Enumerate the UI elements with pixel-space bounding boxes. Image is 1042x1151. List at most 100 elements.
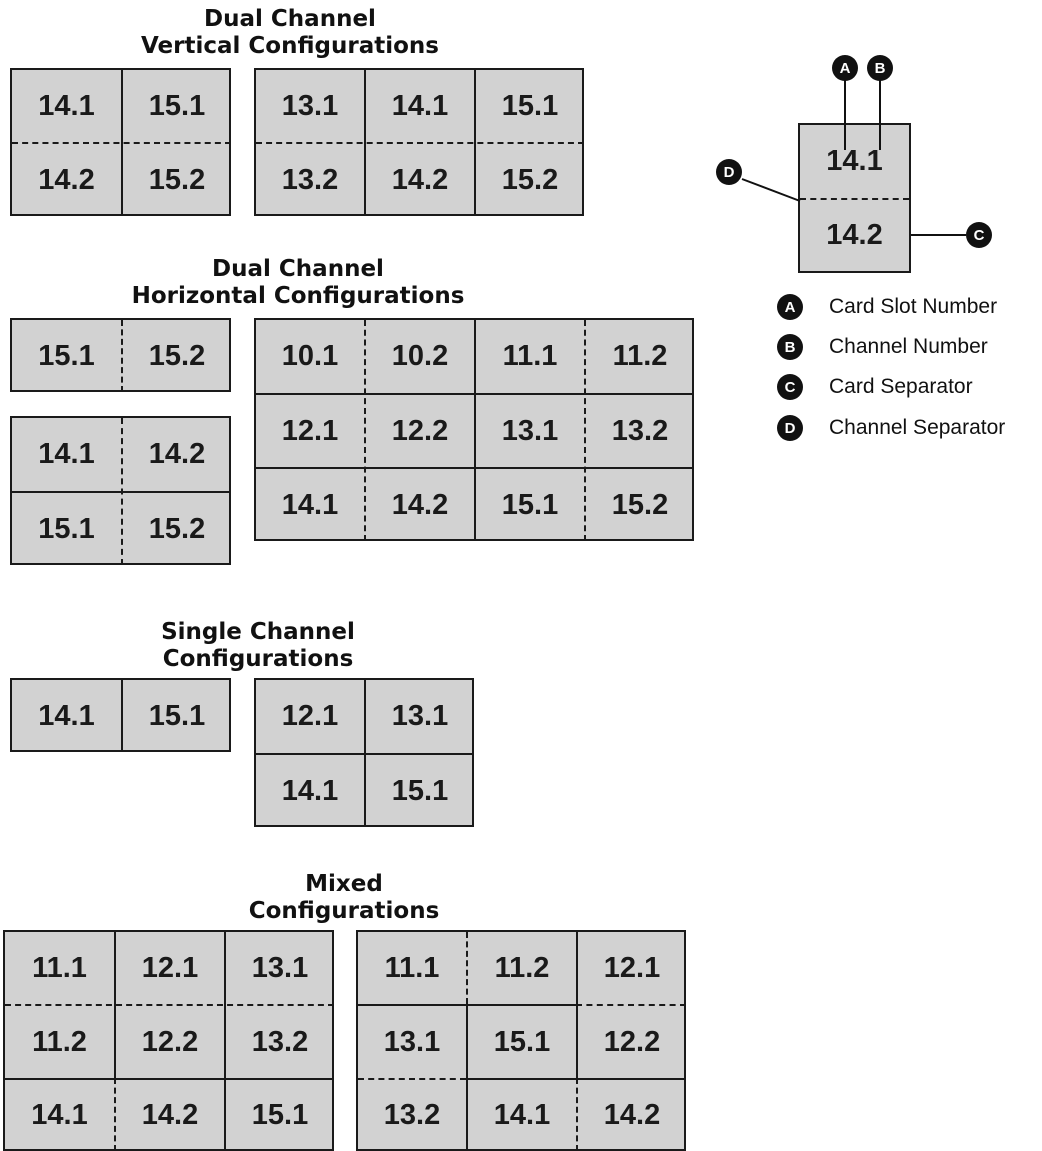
slot-cell: 14.1 bbox=[281, 488, 339, 521]
card-separator-line bbox=[224, 932, 226, 1151]
slot-cell: 15.1 bbox=[391, 774, 449, 807]
slot-cell: 14.2 bbox=[148, 438, 206, 470]
slot-cell: 15.2 bbox=[501, 163, 559, 196]
legend-badge: A bbox=[777, 294, 803, 320]
slot-cell: 14.2 bbox=[603, 1099, 661, 1131]
slot-cell: 15.1 bbox=[501, 488, 559, 521]
slot-cell: 15.2 bbox=[611, 488, 669, 521]
legend-item-d: D Channel Separator bbox=[777, 415, 1005, 441]
legend-label: Card Separator bbox=[829, 375, 973, 398]
slot-cell: 14.1 bbox=[391, 89, 449, 122]
slot-cell: 11.2 bbox=[612, 340, 668, 372]
slot-cell: 15.1 bbox=[251, 1099, 309, 1131]
legend-item-b: B Channel Number bbox=[777, 334, 988, 360]
title-line: Mixed bbox=[305, 871, 383, 897]
slot-cell: 15.2 bbox=[148, 339, 206, 372]
grid-dh2: 14.1 14.2 15.1 15.2 bbox=[10, 416, 231, 565]
slot-cell: 12.1 bbox=[603, 951, 661, 984]
slot-cell: 10.1 bbox=[281, 340, 339, 372]
slot-cell: 11.1 bbox=[32, 951, 87, 984]
slot-cell: 15.1 bbox=[38, 512, 95, 545]
key-cell-bottom: 14.2 bbox=[826, 219, 883, 251]
key-example-grid: 14.1 14.2 bbox=[798, 123, 911, 273]
slot-cell: 11.1 bbox=[384, 951, 440, 984]
legend-label: Card Slot Number bbox=[829, 295, 998, 318]
grid-sc2: 12.1 13.1 14.1 15.1 bbox=[254, 678, 474, 827]
slot-cell: 13.2 bbox=[383, 1099, 441, 1131]
channel-separator-line bbox=[256, 142, 584, 144]
slot-cell: 13.2 bbox=[281, 163, 339, 196]
slot-cell: 15.2 bbox=[148, 163, 206, 196]
slot-cell: 12.1 bbox=[281, 700, 339, 732]
section-title-single: Single Channel Configurations bbox=[0, 619, 516, 673]
slot-cell: 11.1 bbox=[502, 340, 558, 372]
grid-mx1: 11.1 12.1 13.1 11.2 12.2 13.2 14.1 14.2 15.1 bbox=[3, 930, 334, 1151]
card-separator-line bbox=[256, 393, 694, 395]
slot-cell: 14.1 bbox=[281, 774, 339, 807]
slot-cell: 10.2 bbox=[391, 340, 449, 372]
section-title-dual-vertical: Dual Channel Vertical Configurations bbox=[0, 6, 580, 60]
title-line: Dual Channel bbox=[212, 256, 384, 282]
card-separator-line bbox=[358, 1004, 576, 1006]
channel-separator-line bbox=[584, 320, 586, 541]
slot-cell: 14.1 bbox=[493, 1099, 551, 1131]
legend-label: Channel Separator bbox=[829, 416, 1006, 439]
slot-cell: 15.1 bbox=[148, 89, 206, 122]
grid-dh1: 15.1 15.2 bbox=[10, 318, 231, 392]
slot-cell: 11.2 bbox=[494, 951, 550, 984]
slot-cell: 15.1 bbox=[148, 699, 206, 732]
slot-cell: 15.1 bbox=[501, 89, 559, 122]
title-line: Horizontal Configurations bbox=[131, 283, 465, 309]
grid-mx2: 11.1 11.2 12.1 13.1 15.1 12.2 13.2 14.1 14.2 bbox=[356, 930, 686, 1151]
card-separator-line bbox=[256, 467, 694, 469]
slot-cell: 15.1 bbox=[493, 1025, 551, 1058]
channel-separator-line bbox=[121, 320, 123, 392]
slot-cell: 14.1 bbox=[38, 89, 95, 122]
slot-cell: 12.2 bbox=[391, 414, 449, 447]
slot-cell: 13.1 bbox=[391, 700, 449, 732]
channel-separator-line bbox=[800, 198, 909, 200]
slot-cell: 15.1 bbox=[38, 339, 95, 372]
legend-label: Channel Number bbox=[829, 335, 988, 358]
title-line: Dual Channel bbox=[204, 6, 376, 32]
grid-dh3: 10.1 10.2 11.1 11.2 12.1 12.2 13.1 13.2 14.1 14.2… bbox=[254, 318, 694, 541]
slot-cell: 12.1 bbox=[141, 951, 199, 984]
slot-cell: 11.2 bbox=[32, 1025, 87, 1058]
card-separator-line bbox=[256, 753, 474, 755]
section-title-dual-horizontal: Dual Channel Horizontal Configurations bbox=[0, 256, 596, 310]
slot-cell: 12.2 bbox=[603, 1025, 661, 1058]
card-separator-line bbox=[466, 1078, 686, 1080]
channel-separator-line bbox=[576, 1078, 578, 1151]
slot-cell: 14.2 bbox=[391, 163, 449, 196]
callout-badge-a: A bbox=[832, 55, 858, 81]
channel-separator-line bbox=[12, 142, 231, 144]
grid-sc1: 14.1 15.1 bbox=[10, 678, 231, 752]
channel-separator-line bbox=[576, 1004, 686, 1006]
slot-cell: 13.1 bbox=[281, 89, 339, 122]
grid-dv2: 13.1 14.1 15.1 13.2 14.2 15.2 bbox=[254, 68, 584, 216]
legend-item-a: A Card Slot Number bbox=[777, 294, 997, 320]
slot-cell: 13.2 bbox=[251, 1025, 309, 1058]
card-separator-line bbox=[466, 1004, 468, 1151]
slot-cell: 13.1 bbox=[383, 1025, 441, 1058]
card-separator-line bbox=[474, 320, 476, 541]
legend-badge: B bbox=[777, 334, 803, 360]
channel-separator-line bbox=[5, 1004, 334, 1006]
slot-cell: 14.1 bbox=[38, 699, 95, 732]
slot-cell: 14.2 bbox=[391, 488, 449, 521]
channel-separator-line bbox=[466, 932, 468, 1004]
callout-badge-b: B bbox=[867, 55, 893, 81]
slot-cell: 13.2 bbox=[611, 414, 669, 447]
channel-separator-line bbox=[364, 320, 366, 541]
callout-badge-d: D bbox=[716, 159, 742, 185]
channel-separator-line bbox=[114, 1078, 116, 1151]
callout-line-d bbox=[741, 178, 801, 202]
slot-cell: 15.2 bbox=[148, 512, 206, 545]
channel-separator-line bbox=[358, 1078, 466, 1080]
card-separator-line bbox=[121, 680, 123, 752]
slot-cell: 13.1 bbox=[501, 414, 559, 447]
slot-cell: 12.1 bbox=[281, 414, 339, 447]
legend-badge: D bbox=[777, 415, 803, 441]
section-title-mixed: Mixed Configurations bbox=[0, 871, 688, 925]
slot-cell: 14.2 bbox=[38, 163, 95, 196]
